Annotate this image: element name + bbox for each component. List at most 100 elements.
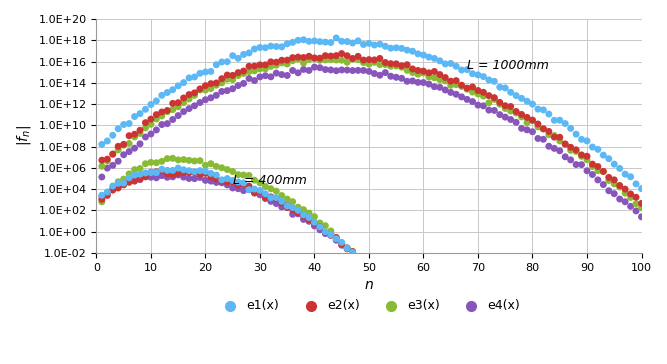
Point [233, 186, 243, 191]
Point [249, 190, 260, 196]
Point [364, 68, 374, 74]
Point [233, 83, 243, 88]
Point [614, 184, 625, 190]
Point [348, 249, 358, 255]
Point [576, 162, 587, 167]
Point [151, 116, 161, 122]
Point [434, 58, 445, 64]
Point [167, 172, 178, 178]
Point [97, 174, 107, 180]
Point [348, 68, 358, 74]
Point [364, 57, 374, 63]
Point [162, 171, 173, 177]
Point [320, 39, 331, 45]
Point [342, 53, 352, 59]
Point [418, 70, 429, 76]
Point [303, 210, 314, 216]
Point [162, 156, 173, 162]
Point [576, 152, 587, 158]
Point [320, 231, 331, 237]
Point [566, 157, 576, 163]
Point [309, 220, 319, 226]
Point [249, 177, 260, 183]
Point [473, 91, 484, 97]
Point [336, 67, 347, 73]
Point [195, 158, 205, 163]
Point [211, 82, 221, 88]
Point [145, 116, 156, 122]
Point [408, 70, 418, 75]
Point [249, 68, 260, 74]
Point [227, 86, 238, 92]
Point [205, 68, 216, 74]
Point [255, 188, 265, 194]
Point [276, 204, 287, 210]
Point [265, 194, 276, 200]
Point [386, 45, 396, 51]
Point [478, 89, 489, 95]
Point [178, 157, 189, 162]
Point [298, 60, 309, 66]
Point [560, 154, 570, 160]
Point [620, 171, 630, 177]
Point [135, 141, 145, 147]
Point [315, 224, 325, 230]
Point [216, 165, 227, 171]
Point [320, 67, 331, 72]
Point [467, 84, 478, 90]
Point [598, 152, 609, 158]
Point [592, 163, 603, 169]
Point [582, 153, 592, 159]
Point [402, 62, 412, 68]
Point [620, 186, 630, 192]
Point [554, 117, 565, 123]
Point [353, 54, 364, 59]
Point [167, 167, 178, 173]
Point [205, 174, 216, 180]
Point [195, 171, 205, 177]
Point [255, 66, 265, 72]
Point [418, 68, 429, 74]
Point [609, 161, 620, 167]
Point [516, 114, 527, 120]
Point [413, 51, 424, 57]
Point [145, 159, 156, 165]
Point [178, 174, 189, 180]
Point [211, 62, 221, 68]
Point [554, 138, 565, 144]
Point [500, 114, 510, 120]
Point [538, 126, 549, 132]
Point [554, 148, 565, 154]
Point [255, 187, 265, 193]
Point [233, 182, 243, 188]
Point [189, 176, 200, 182]
Point [511, 119, 522, 125]
Point [276, 198, 287, 204]
Point [331, 234, 342, 240]
Point [386, 63, 396, 69]
Point [566, 126, 576, 131]
Point [265, 43, 276, 49]
Point [140, 174, 151, 179]
Point [151, 169, 161, 175]
Point [227, 179, 238, 185]
Point [298, 212, 309, 218]
Point [566, 147, 576, 153]
Point [195, 175, 205, 181]
Point [102, 165, 113, 171]
Point [467, 89, 478, 95]
Point [358, 60, 369, 66]
Point [560, 141, 570, 147]
Point [298, 207, 309, 213]
Point [440, 61, 451, 67]
Point [620, 199, 630, 205]
Point [500, 106, 510, 111]
Point [216, 180, 227, 186]
Point [271, 195, 281, 201]
Point [424, 54, 434, 60]
Point [102, 190, 113, 196]
Point [178, 95, 189, 101]
Point [451, 78, 462, 84]
Point [353, 57, 364, 63]
Point [189, 169, 200, 175]
